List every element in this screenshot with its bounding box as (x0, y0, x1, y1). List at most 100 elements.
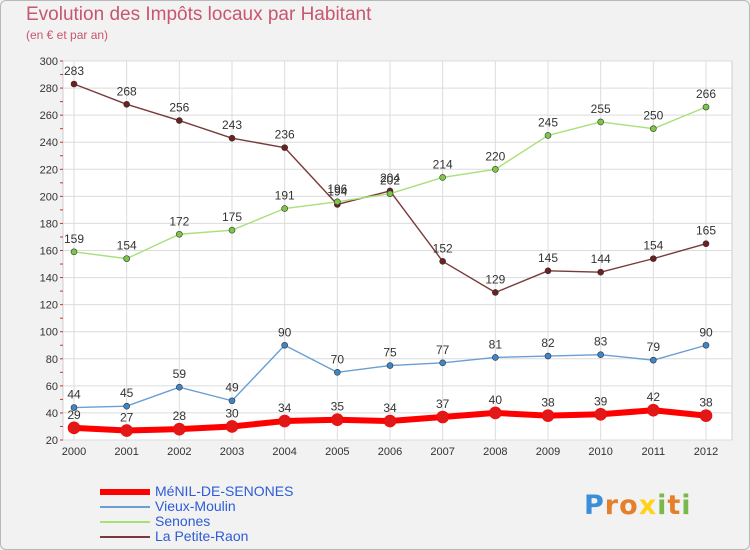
data-label: 37 (436, 397, 450, 411)
data-label: 154 (117, 239, 137, 253)
data-label: 59 (173, 367, 187, 381)
data-label: 154 (643, 239, 663, 253)
data-point (544, 352, 552, 360)
data-point (492, 354, 499, 361)
data-point (597, 351, 604, 359)
y-tick-label: 60 (46, 381, 58, 393)
legend-item: Vieux-Moulin (100, 498, 360, 514)
data-point (702, 240, 710, 248)
data-label: 283 (64, 64, 84, 78)
data-label: 145 (538, 251, 558, 265)
data-label: 202 (380, 174, 400, 188)
data-label: 90 (699, 325, 713, 339)
logo-letter: t (667, 490, 682, 521)
data-point (176, 383, 183, 391)
data-point (67, 421, 81, 435)
data-label: 39 (594, 394, 608, 408)
data-point (594, 407, 607, 421)
legend-label: La Petite-Raon (155, 528, 249, 544)
y-tick-label: 40 (46, 408, 58, 420)
y-tick-label: 300 (40, 56, 58, 68)
data-point (650, 356, 657, 364)
data-label: 194 (327, 184, 347, 198)
legend-label: Senones (155, 513, 211, 529)
data-point (647, 403, 660, 417)
data-point (436, 410, 449, 424)
legend-item: MéNIL-DE-SENONES (100, 483, 360, 499)
data-label: 28 (173, 409, 187, 423)
data-label: 40 (489, 393, 503, 407)
data-label: 172 (169, 214, 189, 228)
data-label: 245 (538, 115, 558, 129)
data-point (123, 402, 130, 410)
y-tick-label: 280 (40, 83, 58, 95)
y-tick-label: 120 (40, 300, 58, 312)
data-point (281, 341, 288, 349)
data-point (120, 424, 133, 437)
legend-swatch (100, 506, 150, 508)
chart-title: Evolution des Impôts locaux par Habitant (26, 4, 372, 25)
data-point (70, 404, 78, 411)
data-label: 82 (541, 336, 555, 350)
x-tick-label: 2004 (272, 446, 296, 458)
x-tick-label: 2005 (325, 446, 349, 458)
data-point (386, 190, 394, 197)
y-tick-label: 240 (40, 137, 58, 149)
data-point (541, 409, 555, 422)
data-label: 27 (120, 411, 134, 425)
y-tick-label: 200 (40, 191, 58, 203)
data-point (492, 289, 499, 296)
data-point (334, 369, 341, 376)
data-point (650, 125, 657, 132)
data-label: 152 (433, 241, 453, 255)
data-point (281, 144, 288, 151)
data-label: 38 (541, 396, 555, 410)
y-tick-label: 80 (46, 354, 58, 366)
y-tick-label: 260 (40, 110, 58, 122)
legend-swatch (100, 536, 150, 538)
y-tick-label: 180 (40, 218, 58, 230)
data-point (489, 406, 502, 420)
data-label: 83 (594, 335, 608, 349)
data-point (597, 118, 604, 126)
data-label: 42 (647, 390, 661, 404)
data-point (123, 255, 130, 262)
data-point (70, 248, 78, 256)
data-point (699, 409, 713, 422)
data-point (544, 267, 552, 275)
data-point (123, 101, 130, 108)
data-point (176, 117, 183, 124)
data-label: 34 (278, 401, 292, 415)
data-point (331, 413, 344, 426)
x-tick-label: 2006 (378, 446, 402, 458)
data-label: 75 (383, 346, 397, 360)
x-tick-label: 2009 (536, 446, 560, 458)
data-point (383, 414, 397, 428)
x-tick-label: 2012 (694, 446, 718, 458)
data-point (278, 414, 291, 428)
y-tick-label: 100 (40, 327, 58, 339)
data-label: 243 (222, 118, 242, 132)
legend-swatch (100, 489, 150, 495)
data-point (650, 255, 657, 262)
data-point (225, 420, 239, 433)
y-tick-label: 20 (46, 435, 58, 447)
data-label: 34 (383, 401, 397, 415)
x-tick-label: 2007 (430, 446, 454, 458)
data-label: 159 (64, 232, 84, 246)
data-label: 204 (380, 171, 400, 185)
legend-item: Senones (100, 513, 360, 529)
data-point (386, 362, 394, 369)
data-point (176, 230, 183, 238)
data-label: 191 (275, 189, 295, 203)
x-tick-label: 2008 (483, 446, 507, 458)
x-tick-label: 2010 (588, 446, 612, 458)
y-tick-label: 160 (40, 246, 58, 258)
legend-label: Vieux-Moulin (155, 498, 236, 514)
data-label: 236 (275, 128, 295, 142)
data-label: 250 (643, 109, 663, 123)
data-label: 256 (169, 101, 189, 115)
logo-letter: o (619, 490, 639, 521)
x-tick-label: 2000 (62, 446, 86, 458)
